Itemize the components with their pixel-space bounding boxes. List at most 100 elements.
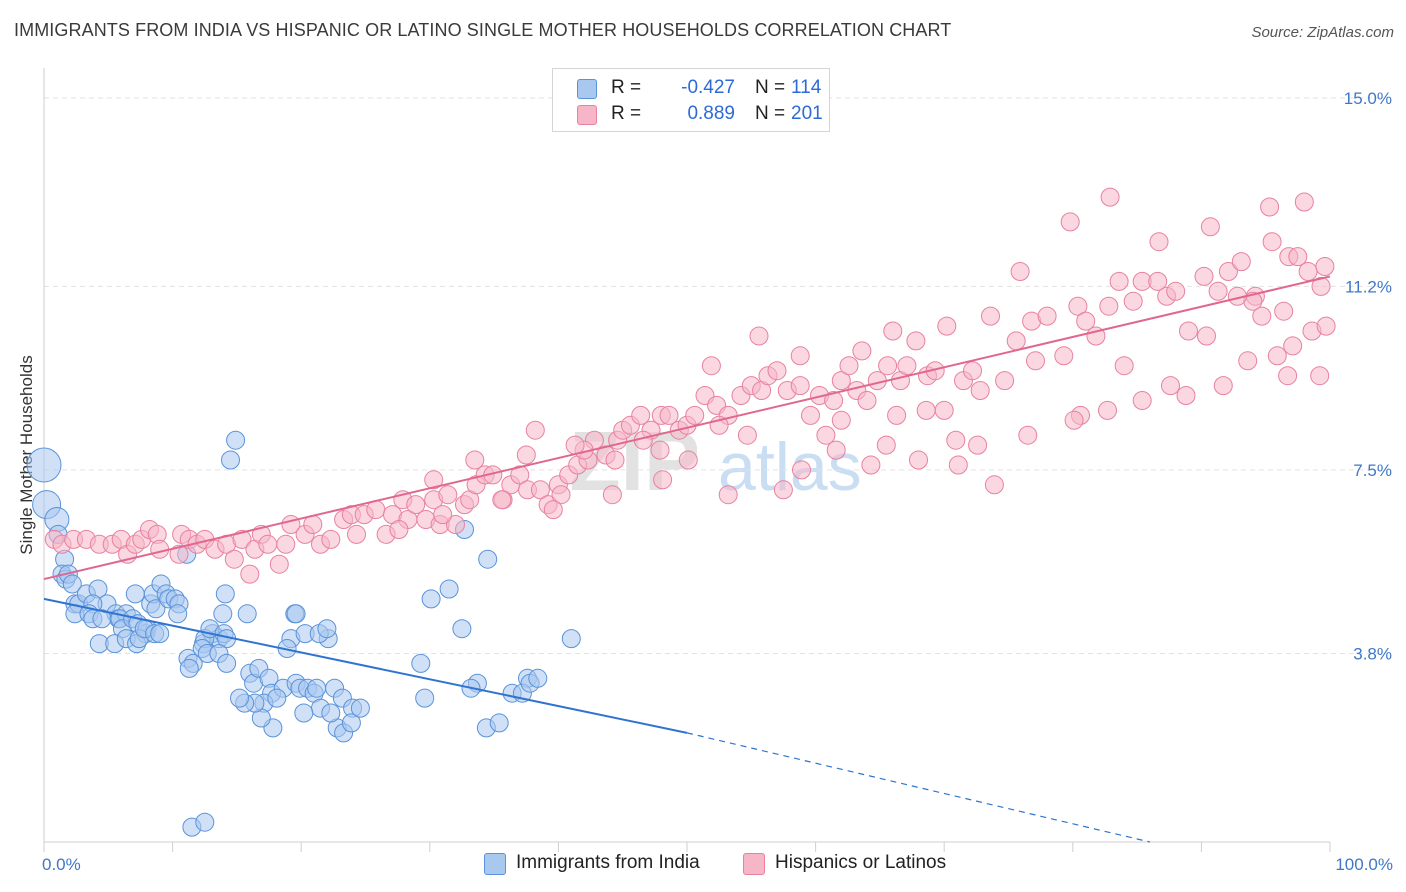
hispanic-point: [465, 450, 485, 470]
india-point: [452, 619, 472, 639]
india-point: [341, 713, 361, 733]
legend-n-label: N =: [755, 77, 786, 98]
hispanic-point: [897, 356, 917, 376]
hispanic-point: [701, 356, 721, 376]
hispanic-point: [773, 480, 793, 500]
chart-title: IMMIGRANTS FROM INDIA VS HISPANIC OR LAT…: [14, 20, 952, 40]
hispanic-point: [232, 529, 252, 549]
trend-line-hispanics: [43, 275, 1331, 581]
india-point: [350, 698, 370, 718]
hispanic-point: [1260, 197, 1280, 217]
hispanic-point: [1213, 376, 1233, 396]
hispanic-point: [1006, 331, 1026, 351]
hispanic-point: [653, 470, 673, 490]
india-point: [237, 604, 257, 624]
hispanic-point: [1252, 306, 1272, 326]
source-label: Source: ZipAtlas.com: [1251, 24, 1394, 41]
hispanic-point: [276, 534, 296, 554]
hispanic-point: [1100, 187, 1120, 207]
x-tick-label-left: 0.0%: [42, 855, 81, 874]
hispanic-point: [1278, 366, 1298, 386]
hispanic-point: [852, 341, 872, 361]
correlation-legend: R = -0.427 N = 114 R = 0.889 N = 201: [552, 68, 830, 132]
hispanic-point: [551, 485, 571, 505]
hispanic-point: [1064, 410, 1084, 430]
series-hispanics-or-latinos: [44, 187, 1336, 584]
y-tick-label: 15.0%: [1344, 89, 1392, 108]
hispanic-point: [678, 450, 698, 470]
india-point: [415, 688, 435, 708]
hispanic-point: [1099, 296, 1119, 316]
hispanic-point: [685, 405, 705, 425]
hispanic-point: [1197, 326, 1216, 346]
hispanic-point: [433, 505, 453, 525]
hispanic-point: [650, 440, 670, 460]
hispanic-point: [543, 500, 563, 520]
y-tick-label: 7.5%: [1353, 461, 1392, 480]
india-point: [478, 549, 498, 569]
india-point: [230, 688, 249, 708]
hispanic-point: [824, 391, 844, 410]
hispanic-point: [1179, 321, 1198, 341]
legend-n-label: N =: [755, 103, 786, 124]
india-point: [168, 604, 188, 624]
india-point: [217, 653, 237, 673]
hispanic-point: [1026, 351, 1045, 371]
hispanic-point: [1161, 376, 1180, 396]
india-point: [411, 653, 431, 673]
legend-r-value: 0.889: [687, 103, 735, 124]
india-point: [286, 604, 306, 624]
india-point: [150, 624, 170, 644]
india-point: [179, 658, 199, 678]
india-point: [226, 430, 246, 450]
trend-lines: [43, 275, 1331, 843]
hispanic-point: [1316, 316, 1336, 336]
y-tick-label: 11.2%: [1345, 277, 1392, 296]
hispanic-point: [916, 400, 936, 420]
legend-swatch-india: [484, 853, 506, 875]
india-point: [294, 703, 314, 723]
trend-line-india-extension: [686, 732, 1151, 843]
hispanic-point: [831, 410, 851, 430]
hispanic-point: [963, 361, 982, 381]
hispanic-point: [839, 356, 859, 376]
tick-labels: 3.8% 7.5% 11.2% 15.0% 0.0% 100.0%: [42, 89, 1393, 874]
hispanic-point: [767, 361, 787, 381]
hispanic-point: [510, 465, 530, 485]
india-point: [267, 688, 287, 708]
india-point: [307, 678, 327, 698]
hispanic-point: [876, 435, 896, 455]
hispanic-point: [438, 485, 458, 505]
hispanic-point: [1114, 356, 1134, 376]
hispanic-point: [1200, 217, 1220, 237]
india-point: [321, 703, 341, 723]
hispanic-point: [1298, 262, 1318, 281]
hispanic-point: [937, 316, 957, 336]
hispanic-point: [749, 326, 769, 346]
india-point: [489, 713, 509, 733]
trend-line-india: [43, 597, 688, 734]
hispanic-point: [1123, 291, 1143, 311]
india-point: [439, 579, 459, 599]
hispanic-point: [737, 425, 757, 445]
hispanic-point: [1148, 271, 1168, 291]
series-immigrants-from-india: [26, 430, 581, 837]
series-legend: Immigrants from India Hispanics or Latin…: [0, 852, 1406, 876]
hispanic-point: [1194, 266, 1214, 286]
hispanic-point: [516, 445, 536, 465]
india-point: [421, 589, 441, 609]
hispanic-point: [492, 490, 512, 510]
legend-r-label: R =: [611, 103, 642, 124]
india-point: [528, 668, 548, 688]
hispanic-point: [984, 475, 1004, 495]
hispanic-point: [792, 460, 811, 480]
legend-label-india: Immigrants from India: [516, 852, 700, 873]
india-point: [221, 450, 240, 470]
hispanic-point: [321, 529, 341, 549]
hispanic-point: [1132, 391, 1152, 410]
india-point: [125, 584, 145, 604]
hispanic-point: [1218, 262, 1238, 281]
hispanic-point: [1231, 252, 1251, 272]
hispanic-point: [968, 435, 988, 455]
